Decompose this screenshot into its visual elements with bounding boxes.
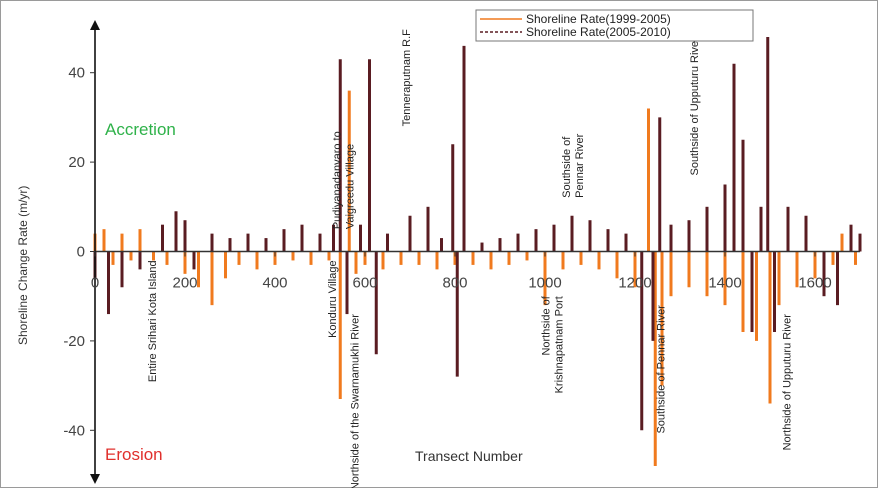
zone-label-erosion: Erosion: [105, 445, 163, 464]
annotation-1: Pudiyanadanvaro to Vaigreedu Village: [331, 131, 356, 229]
annotation-text-7: Southside of Pennar River: [655, 305, 667, 434]
annotation-text-2: Konduru Village: [327, 260, 339, 337]
annotation-text-8: Southside of Upputuru River: [689, 37, 701, 176]
annotation-text-6: Northside of: [541, 295, 553, 355]
annotation-text-0: Entire Srihari Kota Island: [147, 260, 159, 382]
annotation-2: Konduru Village: [327, 260, 339, 337]
annotation-text2-5: Pennar River: [574, 133, 586, 198]
annotation-text-5: Southside of: [561, 136, 573, 198]
annotation-3: Northside of the Swarnamukhi River: [349, 314, 361, 488]
annotation-4: Tenneraputnam R.F: [401, 29, 413, 126]
annotation-text-4: Tenneraputnam R.F: [401, 29, 413, 126]
annotation-text2-6: Krishnapatnam Port: [554, 296, 566, 393]
legend-label-2005-2010: Shoreline Rate(2005-2010): [526, 25, 671, 39]
annotation-0: Entire Srihari Kota Island: [147, 260, 159, 382]
annotation-text2-1: Vaigreedu Village: [344, 144, 356, 229]
x-tick-label-4: 800: [442, 275, 467, 292]
x-tick-label-0: 0: [91, 275, 99, 292]
annotation-6: Northside of Krishnapatnam Port: [541, 295, 566, 393]
annotation-text-9: Northside of Upputuru River: [781, 314, 793, 451]
y-tick-label-4: -40: [63, 422, 85, 439]
x-axis-label: Transect Number: [415, 448, 523, 464]
y-tick-label-3: -20: [63, 333, 85, 350]
x-tick-label-6: 1200: [618, 275, 651, 292]
y-tick-label-2: 0: [77, 244, 85, 261]
annotations-layer: Entire Srihari Kota Island Pudiyanadanvar…: [147, 29, 794, 488]
y-axis-arrow-top: [90, 20, 100, 30]
annotation-8: Southside of Upputuru River: [689, 37, 701, 176]
axes-layer: [90, 20, 860, 484]
y-axis-label: Shoreline Change Rate (m/yr): [16, 186, 30, 345]
legend-box: [475, 9, 754, 42]
annotation-text-1: Pudiyanadanvaro to: [331, 131, 343, 229]
annotation-9: Northside of Upputuru River: [781, 314, 793, 451]
x-tick-label-3: 600: [352, 275, 377, 292]
zone-label-accretion: Accretion: [105, 120, 176, 139]
x-tick-label-5: 1000: [528, 275, 561, 292]
annotation-5: Southside of Pennar River: [561, 133, 586, 198]
y-tick-label-1: 20: [68, 154, 85, 171]
x-tick-label-2: 400: [262, 275, 287, 292]
legend-label-1999-2005: Shoreline Rate(1999-2005): [526, 12, 671, 26]
x-tick-label-7: 1400: [708, 275, 741, 292]
y-tick-label-0: 40: [68, 65, 85, 82]
x-tick-label-1: 200: [172, 275, 197, 292]
x-tick-label-8: 1600: [798, 275, 831, 292]
annotation-text-3: Northside of the Swarnamukhi River: [349, 314, 361, 488]
y-axis-arrow-bottom: [90, 474, 100, 484]
legend: Shoreline Rate(1999-2005) Shoreline Rate…: [475, 9, 754, 42]
annotation-7: Southside of Pennar River: [655, 305, 667, 434]
